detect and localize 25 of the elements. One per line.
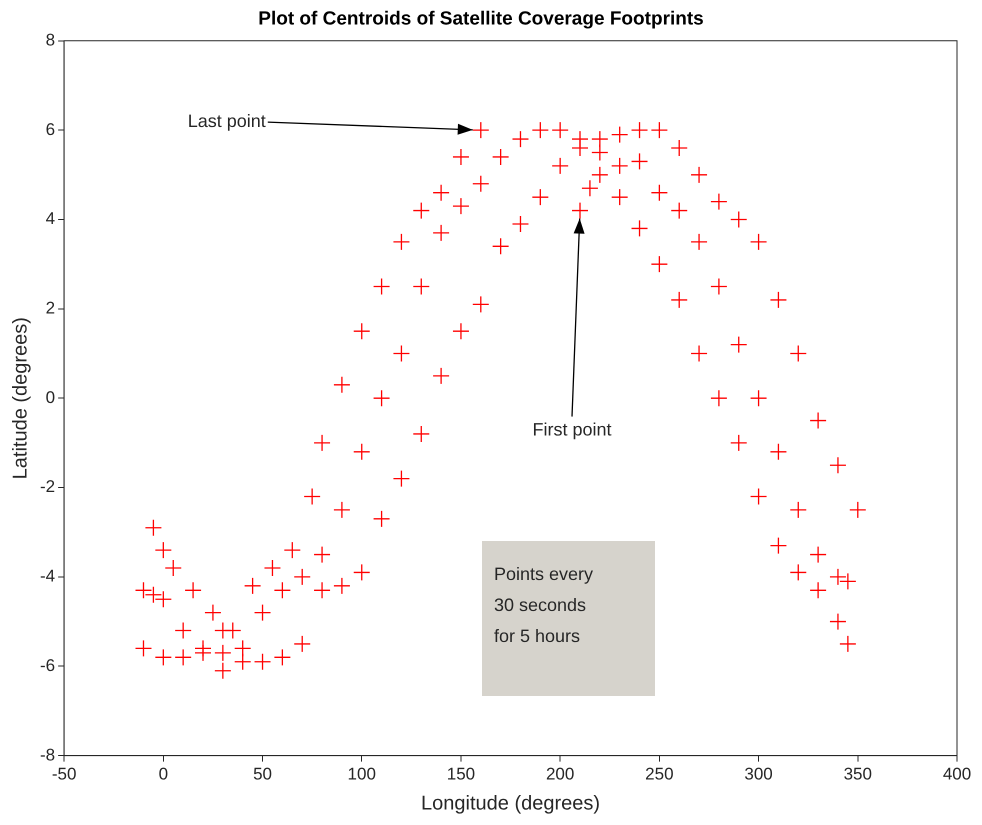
x-tick-label: 50 <box>253 764 272 784</box>
x-tick-label: 0 <box>158 764 168 784</box>
y-tick-label: 2 <box>46 298 56 318</box>
y-tick-label: 4 <box>46 209 56 228</box>
x-tick-label: 200 <box>546 764 574 784</box>
x-tick-label: 350 <box>844 764 872 784</box>
y-tick-label: -6 <box>40 656 56 675</box>
x-tick-label: 100 <box>348 764 376 784</box>
x-tick-label: 150 <box>446 764 476 784</box>
y-axis-title: Latitude (degrees) <box>10 317 32 480</box>
y-tick-label: 8 <box>46 30 56 50</box>
chart-title: Plot of Centroids of Satellite Coverage Footprints <box>258 8 704 30</box>
x-tick-label: 300 <box>744 764 773 784</box>
annotation: First point <box>532 420 612 440</box>
x-tick-label: -50 <box>52 764 76 784</box>
x-axis-title: Longitude (degrees) <box>421 792 600 815</box>
annotation: Last point <box>188 111 266 132</box>
y-tick-label: 6 <box>46 120 56 139</box>
x-tick-label: 400 <box>942 764 972 784</box>
y-tick-label: -2 <box>40 477 56 496</box>
x-tick-label: 250 <box>645 764 674 784</box>
y-tick-label: -4 <box>40 566 56 586</box>
y-tick-label: 0 <box>46 388 56 407</box>
note-box: Points every 30 seconds for 5 hours <box>482 541 655 696</box>
y-tick-label: -8 <box>40 745 56 764</box>
